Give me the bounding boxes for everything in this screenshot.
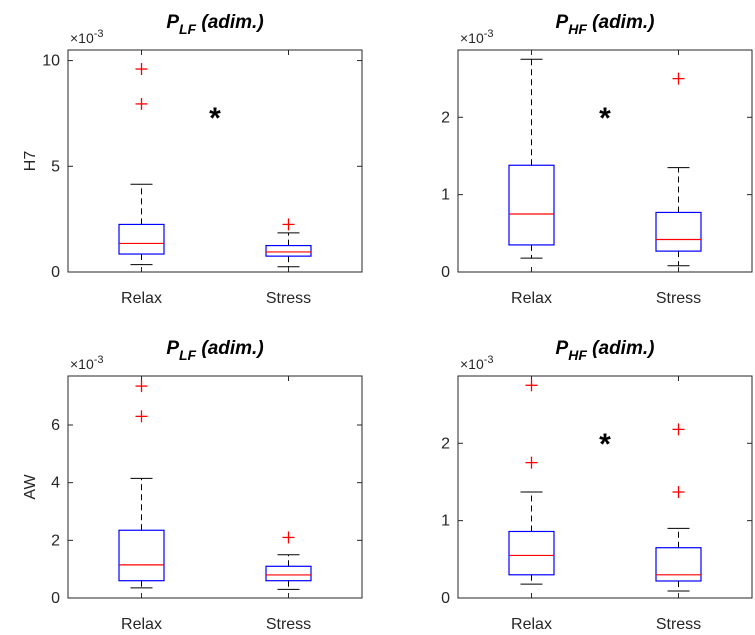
significance-marker: *	[599, 428, 611, 461]
x-tick-label: Stress	[656, 616, 701, 633]
box-stress	[265, 531, 312, 590]
significance-marker: *	[599, 102, 611, 135]
significance-marker: *	[209, 102, 221, 135]
y-tick-label: 1	[441, 187, 450, 204]
x-tick-label: Relax	[511, 290, 552, 307]
outlier-marker	[282, 531, 295, 544]
iqr-box	[655, 211, 702, 252]
x-tick-label: Relax	[511, 616, 552, 633]
plot-frame	[67, 375, 363, 599]
box-stress	[265, 218, 312, 268]
y-tick-label: 0	[51, 590, 60, 607]
plot-frame	[457, 375, 753, 599]
iqr-box	[508, 530, 555, 576]
y-tick-label: 0	[51, 264, 60, 281]
outlier-marker	[525, 456, 538, 469]
iqr-box	[508, 164, 555, 246]
subplot-title: PHF (adim.)	[556, 338, 655, 363]
subplot-title: PHF (adim.)	[556, 12, 655, 37]
y-tick-label: 1	[441, 513, 450, 530]
iqr-box	[655, 547, 702, 582]
outlier-marker	[135, 380, 148, 393]
box-stress	[655, 72, 702, 267]
subplot-2: 0 1 2 Relax Stress ×10-3 PHF (adim.) *	[441, 12, 753, 307]
outlier-marker	[135, 63, 148, 76]
box-relax	[508, 379, 555, 585]
x-tick-label: Relax	[121, 616, 162, 633]
y-tick-label: 2	[441, 109, 450, 126]
iqr-box	[265, 244, 312, 257]
outlier-marker	[525, 379, 538, 392]
axis-multiplier: ×10-3	[460, 28, 494, 46]
y-tick-label: 6	[51, 417, 60, 434]
axis-multiplier: ×10-3	[70, 354, 104, 372]
subplot-title: PLF (adim.)	[166, 12, 263, 37]
outlier-marker	[672, 423, 685, 436]
subplot-4: 0 1 2 Relax Stress ×10-3 PHF (adim.) *	[441, 338, 753, 633]
y-axis-label: H7	[22, 151, 39, 172]
x-tick-label: Relax	[121, 290, 162, 307]
outlier-marker	[672, 72, 685, 85]
outlier-marker	[672, 486, 685, 499]
axis-multiplier: ×10-3	[460, 354, 494, 372]
outlier-marker	[135, 410, 148, 423]
outlier-marker	[282, 218, 295, 231]
outlier-marker	[135, 97, 148, 110]
box-stress	[655, 423, 702, 592]
box-relax	[508, 58, 555, 259]
x-tick-label: Stress	[266, 616, 311, 633]
y-tick-label: 5	[51, 158, 60, 175]
y-tick-label: 0	[441, 264, 450, 281]
y-tick-label: 0	[441, 590, 450, 607]
subplot-1: 0 5 10 Relax Stress ×10-3 PLF (adim.) H7 *	[22, 12, 363, 307]
y-tick-label: 10	[42, 53, 60, 70]
y-axis-label: AW	[22, 474, 39, 500]
box-relax	[118, 63, 165, 266]
plot-frame	[457, 49, 753, 273]
iqr-box	[118, 223, 165, 255]
y-tick-label: 2	[51, 532, 60, 549]
box-relax	[118, 380, 165, 589]
subplot-3: 0 2 4 6 Relax Stress ×10-3 PLF (adim.) AW	[22, 338, 363, 633]
axis-multiplier: ×10-3	[70, 28, 104, 46]
x-tick-label: Stress	[266, 290, 311, 307]
plot-frame	[67, 49, 363, 273]
y-tick-label: 2	[441, 435, 450, 452]
x-tick-label: Stress	[656, 290, 701, 307]
subplot-title: PLF (adim.)	[166, 338, 263, 363]
y-tick-label: 4	[51, 475, 60, 492]
iqr-box	[118, 529, 165, 582]
iqr-box	[265, 565, 312, 582]
